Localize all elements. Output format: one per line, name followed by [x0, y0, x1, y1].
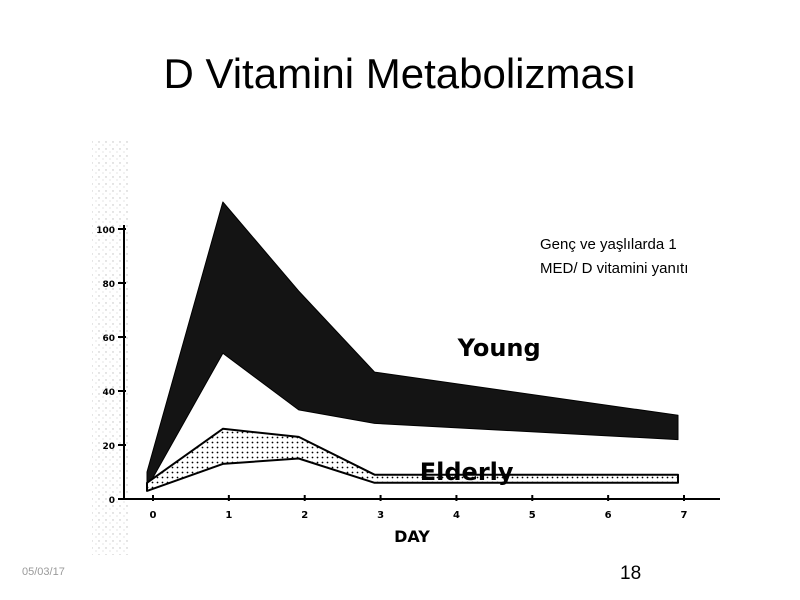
- series-band-young: [146, 201, 679, 489]
- y-tick-label: 0: [109, 496, 115, 506]
- x-tick-label: 4: [453, 510, 460, 521]
- y-tick-label: 80: [102, 280, 115, 290]
- y-tick-label: 20: [102, 442, 115, 452]
- x-tick-label: 1: [225, 510, 232, 521]
- scan-noise-left: [92, 140, 128, 555]
- series-label-elderly: Elderly: [420, 458, 514, 486]
- caption-line-1: Genç ve yaşlılarda 1: [540, 236, 677, 253]
- caption-line-2: MED/ D vitamini yanıtı: [540, 260, 689, 277]
- x-tick-label: 5: [529, 510, 536, 521]
- y-tick-label: 100: [96, 226, 115, 236]
- x-tick-label: 3: [377, 510, 384, 521]
- x-tick-label: 7: [681, 510, 688, 521]
- x-tick-label: 0: [150, 510, 157, 521]
- slide-page-number: 18: [620, 563, 642, 584]
- y-tick-label: 60: [102, 334, 115, 344]
- series-label-young: Young: [457, 334, 541, 362]
- slide-title: D Vitamini Metabolizması: [163, 50, 637, 97]
- chart-caption: Genç ve yaşlılarda 1 MED/ D vitamini yan…: [540, 233, 760, 281]
- x-tick-label: 2: [301, 510, 308, 521]
- series-band-elderly: [146, 427, 679, 492]
- y-tick-label: 40: [102, 388, 115, 398]
- x-axis-label: DAY: [394, 527, 430, 546]
- x-tick-label: 6: [605, 510, 612, 521]
- slide-date: 05/03/17: [22, 566, 65, 578]
